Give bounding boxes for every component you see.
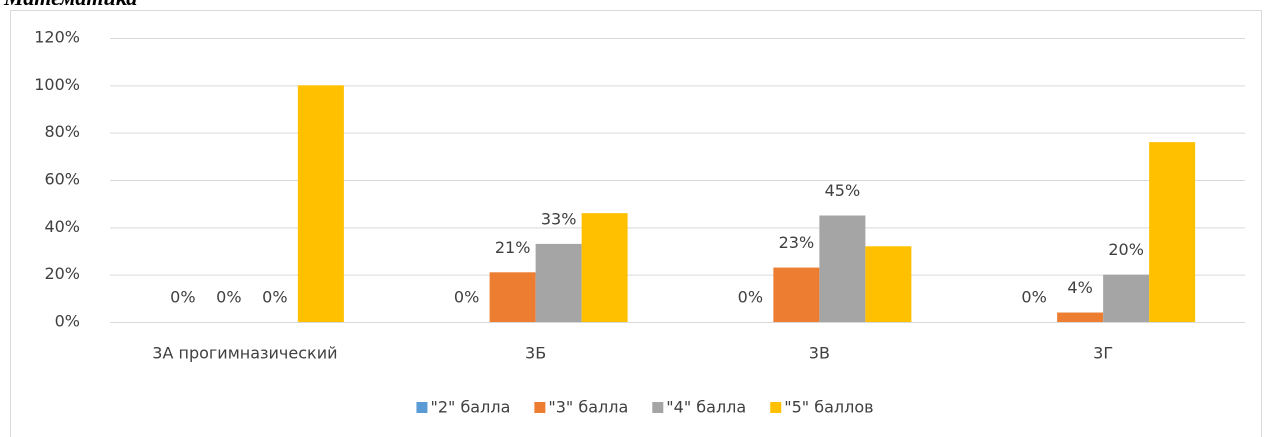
x-tick-label: 3А прогимназический [152, 344, 337, 363]
data-label: 0% [216, 288, 241, 307]
legend-swatch [770, 402, 782, 413]
data-label: 21% [495, 238, 531, 257]
data-label: 0% [454, 288, 479, 307]
legend-label: "2" балла [430, 398, 510, 417]
data-label: 20% [1108, 240, 1144, 259]
chart-frame [10, 10, 1262, 437]
data-label: 4% [1067, 278, 1092, 297]
bar [489, 272, 536, 322]
bar [297, 85, 344, 322]
legend-label: "5" баллов [784, 398, 873, 417]
bar [1149, 142, 1196, 322]
data-label: 0% [738, 288, 763, 307]
chart-title: Математика [3, 0, 137, 10]
legend-swatch [416, 402, 428, 413]
y-tick-label: 80% [44, 122, 80, 141]
x-tick-label: 3Б [525, 344, 546, 363]
bar [865, 246, 912, 322]
legend-label: "3" балла [548, 398, 628, 417]
y-tick-label: 40% [44, 217, 80, 236]
bar [535, 243, 582, 322]
data-label: 33% [541, 209, 577, 228]
bar [581, 213, 628, 322]
x-tick-label: 3В [809, 344, 830, 363]
legend-label: "4" балла [666, 398, 746, 417]
bar [1057, 312, 1104, 322]
data-label: 45% [825, 181, 861, 200]
data-label: 0% [170, 288, 195, 307]
y-tick-label: 120% [34, 28, 80, 47]
y-tick-label: 100% [34, 75, 80, 94]
legend-swatch [534, 402, 546, 413]
data-label: 23% [779, 233, 815, 252]
y-tick-label: 0% [55, 312, 80, 331]
bar [819, 215, 866, 322]
x-tick-label: 3Г [1093, 344, 1113, 363]
data-label: 0% [1021, 288, 1046, 307]
data-label: 0% [262, 288, 287, 307]
y-tick-label: 60% [44, 170, 80, 189]
legend-swatch [652, 402, 664, 413]
y-tick-label: 20% [44, 264, 80, 283]
bar [1103, 274, 1150, 322]
bar [773, 267, 820, 322]
